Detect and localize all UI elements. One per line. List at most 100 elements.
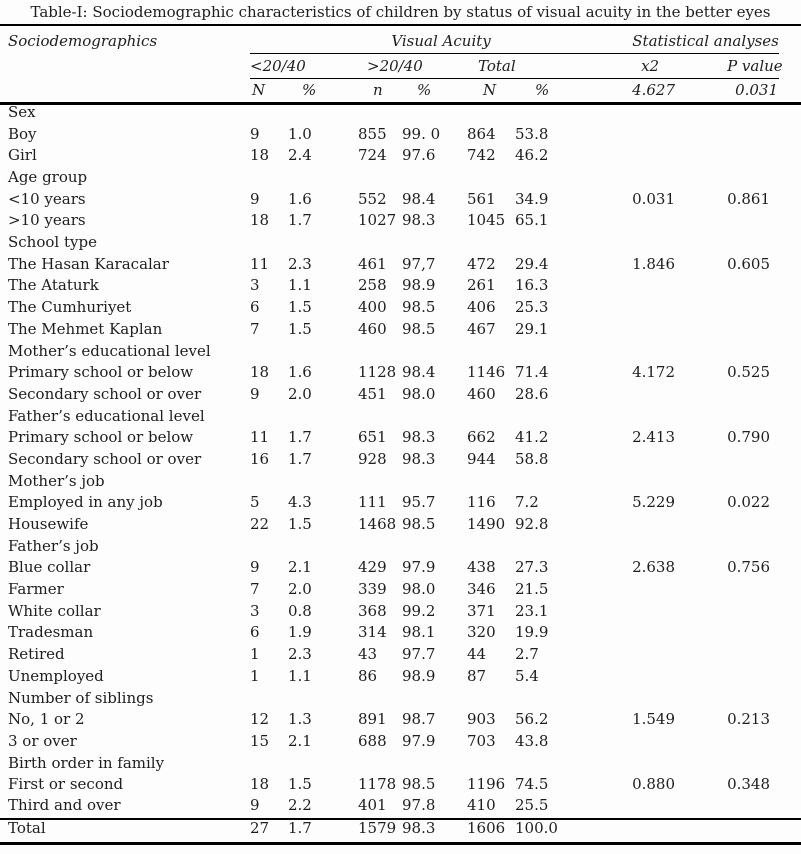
data-cell: 43.8 [515,731,549,750]
row-label: <10 years [8,189,86,208]
data-cell [727,407,779,429]
data-cell: 1178 [358,775,397,794]
data-cell: 9 [250,189,260,208]
data-cell: 29.4 [515,254,549,273]
data-row: Girl 18 2.4 724 97.6 742 46.2 [0,146,801,168]
data-cell [250,233,288,255]
data-cell: 98.5 [402,298,436,317]
row-label: White collar [8,601,101,620]
data-cell: 98.5 [402,515,436,533]
data-cell: 98.3 [402,428,436,447]
data-cell: 41.2 [515,428,549,447]
data-cell: 1.6 [288,363,312,382]
group-row: Age group [0,168,801,190]
data-cell: 53.8 [515,124,549,143]
data-cell [727,689,779,711]
spacer-cell [779,168,801,190]
data-cell: 7 [250,580,260,599]
data-cell: 903 [467,710,496,729]
data-cell [632,817,728,846]
data-cell [727,537,779,559]
data-cell: 1 [250,666,260,685]
data-cell: 98.0 [402,580,436,599]
data-row: White collar 3 0.8 368 99.2 371 23.1 [0,602,801,624]
data-cell: 98.0 [402,384,436,403]
data-cell: 97.9 [402,558,436,577]
row-label: Mother’s educational level [8,341,211,360]
unit-header-pct2: % [402,78,467,105]
data-cell [727,624,779,646]
data-cell: 56.2 [515,710,549,729]
data-cell [632,602,727,624]
data-cell [467,472,515,494]
col-group-visual-acuity: Visual Acuity [250,25,633,54]
table-body: Sex Boy 9 1.0 855 99. 0 864 53.8 Girl 18 2.4 724 97.… [0,103,801,819]
header-units-row: N % n % N % 4.627 0.031 [0,78,801,105]
data-cell [250,407,288,429]
spacer-cell [779,103,801,125]
data-cell: 368 [358,601,387,620]
data-cell: 451 [358,384,387,403]
data-cell: 3 [250,601,260,620]
spacer-cell [779,797,801,819]
spacer-cell [779,407,801,429]
data-cell: 1.549 [632,710,676,729]
data-cell [515,537,632,559]
data-cell: 1045 [467,211,506,230]
data-cell: 651 [358,428,387,447]
row-label: Mother’s job [8,471,105,490]
data-cell: 98.3 [402,817,467,846]
data-cell: 29.1 [515,319,549,338]
data-cell: 16 [250,449,270,468]
data-cell [632,211,727,233]
spacer-cell [779,385,801,407]
spacer-cell [779,580,801,602]
spacer-cell [779,146,801,168]
spacer-cell [0,53,250,78]
data-cell [358,689,402,711]
data-cell: 9 [250,558,260,577]
data-cell [515,233,632,255]
spacer-cell [779,645,801,667]
data-cell: 111 [358,493,387,512]
data-cell [402,103,467,125]
data-cell [727,298,779,320]
data-cell [358,168,402,190]
data-cell [515,689,632,711]
data-row: Retired 1 2.3 43 97.7 44 2.7 [0,645,801,667]
data-cell [288,342,358,364]
data-cell [632,125,727,147]
data-row: Employed in any job 5 4.3 111 95.7 116 7.2 5.22… [0,493,801,515]
data-cell [632,233,727,255]
data-cell: 97.6 [402,146,436,165]
data-cell: 2.3 [288,254,312,273]
row-label: No, 1 or 2 [8,710,85,729]
data-row: >10 years 18 1.7 1027 98.3 1045 65.1 [0,211,801,233]
data-cell: 1.846 [632,254,676,273]
spacer-cell [779,428,801,450]
data-row: The Mehmet Kaplan 7 1.5 460 98.5 467 29.1 [0,320,801,342]
data-cell: 2.0 [288,384,312,403]
data-cell: 1.6 [288,189,312,208]
data-cell [632,667,727,689]
data-cell: 928 [358,449,387,468]
data-cell: 2.638 [632,558,676,577]
data-cell [632,624,727,646]
spacer-cell [779,342,801,364]
data-cell [632,146,727,168]
row-label: Blue collar [8,558,91,577]
data-cell [632,450,727,472]
group-row: Sex [0,103,801,125]
spacer-cell [779,493,801,515]
data-cell: 1.1 [288,276,312,295]
data-cell [358,407,402,429]
data-cell [727,754,779,776]
data-cell: 724 [358,146,387,165]
data-cell [632,754,727,776]
data-cell [250,754,288,776]
row-label: Secondary school or over [8,384,202,403]
data-cell: 25.3 [515,298,549,317]
row-label: Birth order in family [8,753,165,772]
data-cell [515,168,632,190]
data-cell: 1606 [467,817,515,846]
